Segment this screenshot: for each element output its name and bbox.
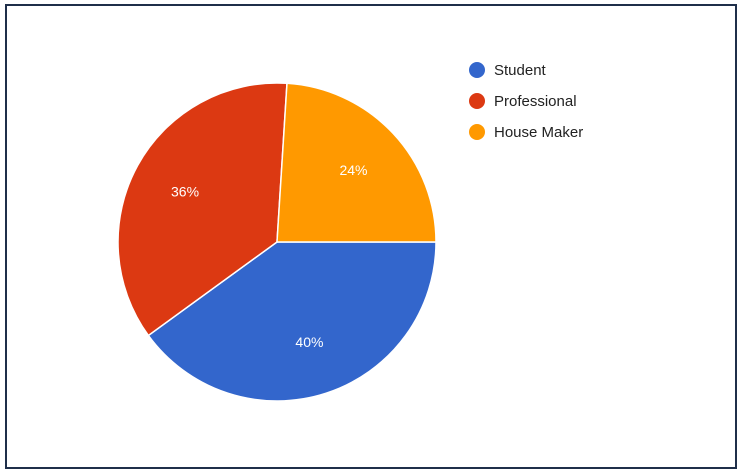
slice-label-house-maker: 24% [339,162,367,178]
legend-swatch-house-maker [469,124,485,140]
legend-swatch-student [469,62,485,78]
legend-item-house-maker: House Maker [469,124,583,141]
legend-label-student: Student [494,62,547,79]
legend-item-professional: Professional [469,93,577,110]
pie-slice-house-maker [276,82,437,243]
pie-slice-student [147,241,437,402]
pie-slice-professional [117,82,288,337]
legend-item-student: Student [469,62,547,79]
pie-slices [117,82,437,402]
slice-label-professional: 36% [171,183,199,199]
legend: Student Professional House Maker [469,62,583,141]
legend-label-house-maker: House Maker [494,124,583,141]
pie-slice-labels: 40% 36% 24% [171,162,367,350]
legend-swatch-professional [469,93,485,109]
slice-label-student: 40% [295,334,323,350]
legend-label-professional: Professional [494,93,577,110]
